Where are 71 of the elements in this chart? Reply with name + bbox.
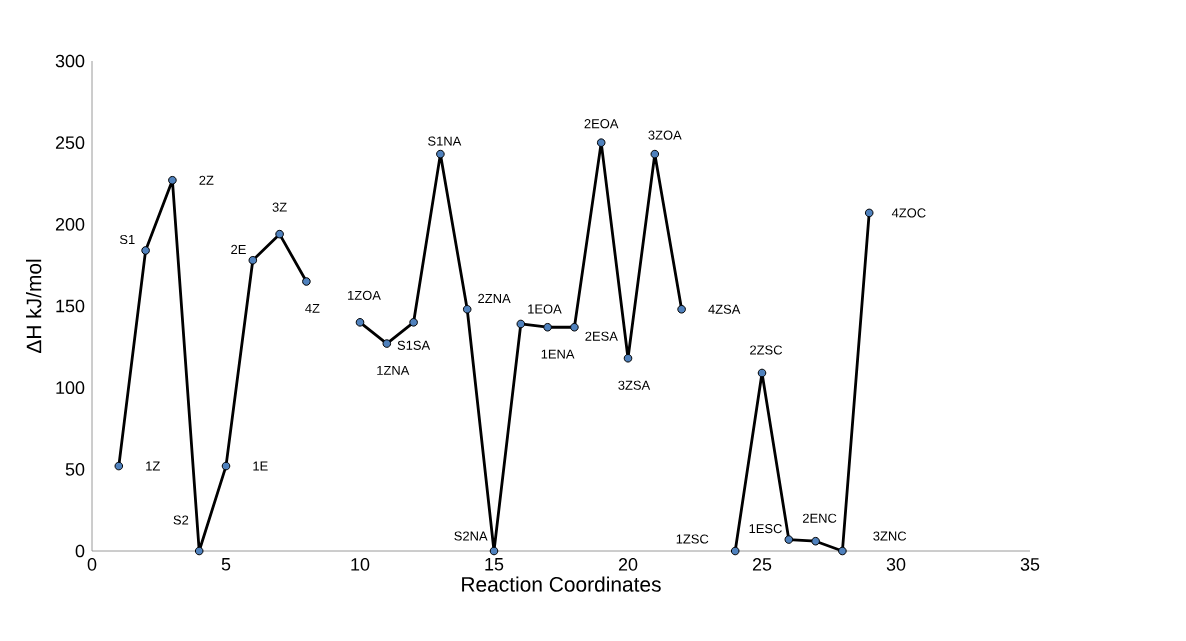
annotation: 4Z bbox=[305, 303, 320, 313]
point bbox=[596, 138, 606, 147]
x-tick-label: 35 bbox=[1020, 558, 1040, 571]
annotation: 2ZSC bbox=[750, 345, 783, 355]
point bbox=[838, 546, 847, 556]
point bbox=[623, 353, 633, 363]
annotation: S2 bbox=[173, 515, 189, 525]
y-tick-label: 0 bbox=[75, 544, 85, 558]
point bbox=[168, 175, 177, 185]
point bbox=[677, 304, 686, 314]
y-tick-label: 200 bbox=[55, 217, 85, 231]
point bbox=[436, 149, 445, 159]
point bbox=[730, 546, 740, 556]
annotation: 4ZOC bbox=[891, 208, 926, 218]
x-tick-label: 15 bbox=[485, 558, 504, 571]
annotation: 1ZOA bbox=[348, 290, 381, 300]
x-tick-label: 10 bbox=[351, 558, 370, 571]
point bbox=[757, 368, 767, 378]
point bbox=[382, 339, 392, 348]
y-tick-label: 50 bbox=[65, 462, 85, 476]
point bbox=[302, 277, 311, 286]
point bbox=[275, 229, 284, 239]
annotation: S1NA bbox=[428, 136, 462, 146]
annotation: 1EOA bbox=[528, 304, 562, 314]
annotation: 2ESA bbox=[585, 331, 618, 341]
point bbox=[516, 319, 526, 329]
annotation: 1ZSC bbox=[676, 534, 709, 544]
annotation: 1ZNA bbox=[377, 365, 410, 375]
annotation: S1SA bbox=[397, 340, 431, 350]
point bbox=[355, 318, 365, 327]
annotation: 1ENA bbox=[541, 349, 575, 359]
point bbox=[462, 304, 472, 314]
x-tick-label: 25 bbox=[752, 558, 772, 571]
y-tick-label: 150 bbox=[56, 299, 85, 313]
annotation: 2ZNA bbox=[478, 293, 511, 303]
annotation: 3ZOA bbox=[648, 130, 682, 140]
point bbox=[114, 461, 124, 471]
x-tick-label: 5 bbox=[221, 558, 231, 571]
annotation: 2ENC bbox=[802, 513, 837, 523]
point bbox=[570, 322, 579, 332]
y-axis-title: ΔH kJ/mol bbox=[26, 259, 42, 354]
annotation: S2NA bbox=[454, 531, 488, 541]
x-axis-title: Reaction Coordinates bbox=[462, 576, 661, 592]
point bbox=[811, 536, 820, 546]
annotation: 3ZSA bbox=[618, 380, 651, 390]
y-tick-label: 100 bbox=[56, 381, 85, 395]
point bbox=[650, 149, 660, 159]
annotation: 4ZSA bbox=[708, 304, 741, 314]
point bbox=[248, 255, 258, 265]
annotation: 2E bbox=[231, 244, 246, 254]
point bbox=[543, 322, 552, 332]
annotation: 1Z bbox=[146, 461, 160, 471]
x-tick-label: 20 bbox=[618, 558, 638, 571]
point bbox=[784, 535, 794, 544]
point bbox=[409, 318, 418, 327]
y-tick-label: 300 bbox=[55, 54, 85, 68]
annotation: 1E bbox=[253, 461, 268, 471]
point bbox=[489, 546, 499, 556]
y-tick-label: 250 bbox=[55, 136, 85, 150]
point bbox=[194, 546, 204, 556]
point bbox=[141, 246, 150, 255]
annotation: 3Z bbox=[272, 202, 287, 212]
annotation: 1ESC bbox=[749, 524, 782, 534]
x-tick-label: 30 bbox=[886, 558, 906, 571]
x-tick-label: 0 bbox=[87, 558, 97, 571]
point bbox=[221, 461, 231, 471]
annotation: 2EOA bbox=[584, 119, 619, 129]
annotation: 2Z bbox=[199, 175, 214, 185]
annotation: S1 bbox=[119, 234, 135, 245]
point bbox=[864, 208, 874, 218]
annotation: 3ZNC bbox=[873, 531, 907, 541]
